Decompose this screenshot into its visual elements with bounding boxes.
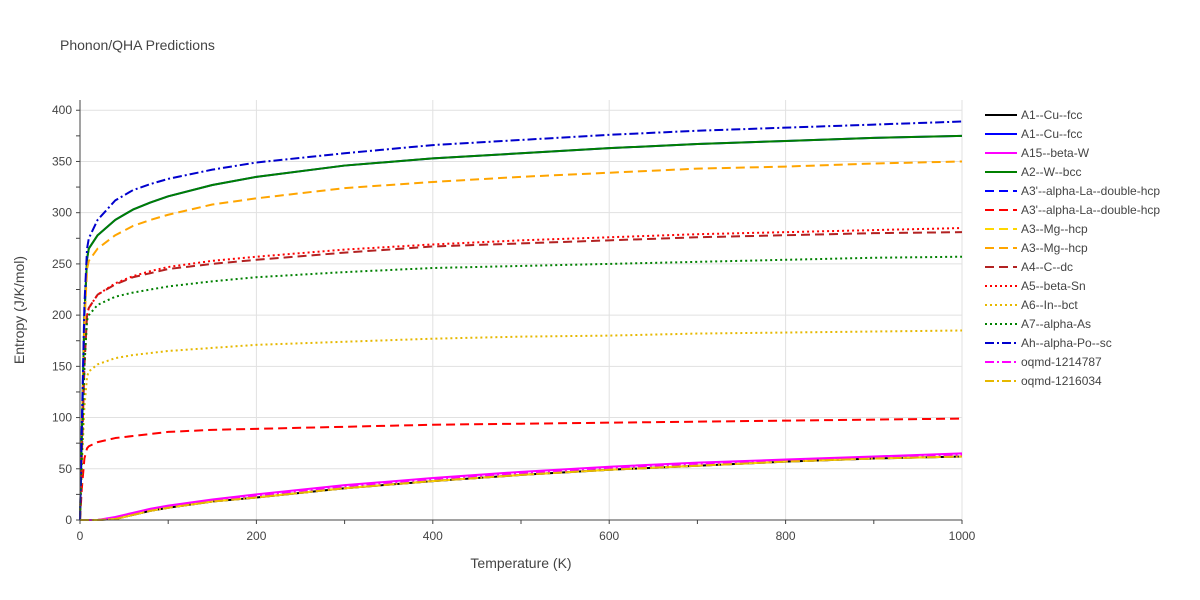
legend-item[interactable]: A1--Cu--fcc <box>985 108 1082 122</box>
chart-title: Phonon/QHA Predictions <box>60 37 215 53</box>
legend-item[interactable]: A15--beta-W <box>985 146 1090 160</box>
legend-item[interactable]: oqmd-1214787 <box>985 355 1102 369</box>
x-tick-label: 1000 <box>949 529 976 543</box>
legend-label: oqmd-1216034 <box>1021 374 1102 388</box>
x-tick-label: 600 <box>599 529 619 543</box>
series-line-7 <box>79 160 963 521</box>
y-tick-label: 400 <box>52 103 72 117</box>
legend-label: A1--Cu--fcc <box>1021 108 1082 122</box>
legend-item[interactable]: A3--Mg--hcp <box>985 222 1088 236</box>
legend-item[interactable]: A1--Cu--fcc <box>985 127 1082 141</box>
series-line-5 <box>79 417 963 521</box>
x-tick-label: 800 <box>776 529 796 543</box>
legend-item[interactable]: A5--beta-Sn <box>985 279 1086 293</box>
series-line-12 <box>79 120 963 521</box>
y-axis-title: Entropy (J/K/mol) <box>11 256 27 364</box>
y-tick-label: 50 <box>59 462 73 476</box>
legend-label: Ah--alpha-Po--sc <box>1021 336 1112 350</box>
legend-item[interactable]: Ah--alpha-Po--sc <box>985 336 1112 350</box>
series-line-11 <box>79 255 963 521</box>
legend-item[interactable]: A6--In--bct <box>985 298 1078 312</box>
y-tick-label: 100 <box>52 411 72 425</box>
grid <box>80 100 963 520</box>
legend-item[interactable]: A3'--alpha-La--double-hcp <box>985 184 1160 198</box>
y-tick-label: 0 <box>65 513 72 527</box>
x-axis-title: Temperature (K) <box>470 555 571 571</box>
y-tick-label: 200 <box>52 308 72 322</box>
y-tick-label: 300 <box>52 206 72 220</box>
legend-item[interactable]: A4--C--dc <box>985 260 1073 274</box>
legend: A1--Cu--fcc A1--Cu--fcc A15--beta-W A2--W--… <box>985 108 1160 388</box>
legend-label: A6--In--bct <box>1021 298 1078 312</box>
legend-item[interactable]: oqmd-1216034 <box>985 374 1102 388</box>
legend-label: A7--alpha-As <box>1021 317 1091 331</box>
series-line-14 <box>80 455 963 521</box>
x-tick-label: 400 <box>423 529 443 543</box>
series-lines <box>79 120 963 521</box>
series-line-9 <box>79 227 963 521</box>
series-line-2 <box>80 452 963 521</box>
legend-item[interactable]: A3--Mg--hcp <box>985 241 1088 255</box>
y-tick-label: 350 <box>52 154 72 168</box>
y-tick-label: 250 <box>52 257 72 271</box>
legend-label: A15--beta-W <box>1021 146 1090 160</box>
y-tick-label: 150 <box>52 359 72 373</box>
legend-label: A4--C--dc <box>1021 260 1073 274</box>
plot-area <box>80 100 962 520</box>
legend-item[interactable]: A3'--alpha-La--double-hcp <box>985 203 1160 217</box>
x-tick-label: 200 <box>246 529 266 543</box>
plot-background <box>80 100 962 520</box>
series-line-13 <box>80 453 963 521</box>
legend-label: A1--Cu--fcc <box>1021 127 1082 141</box>
legend-label: A3--Mg--hcp <box>1021 241 1088 255</box>
x-tick-label: 0 <box>77 529 84 543</box>
legend-label: A3'--alpha-La--double-hcp <box>1021 184 1160 198</box>
legend-item[interactable]: A2--W--bcc <box>985 165 1081 179</box>
legend-label: oqmd-1214787 <box>1021 355 1102 369</box>
y-tick-labels: 0 50 100 150 200 250 300 350 400 <box>52 103 72 527</box>
axes <box>76 100 963 524</box>
legend-label: A3'--alpha-La--double-hcp <box>1021 203 1160 217</box>
legend-item[interactable]: A7--alpha-As <box>985 317 1091 331</box>
series-line-8 <box>79 231 963 521</box>
legend-label: A5--beta-Sn <box>1021 279 1086 293</box>
legend-label: A3--Mg--hcp <box>1021 222 1088 236</box>
x-tick-labels: 0 200 400 600 800 1000 <box>77 529 976 543</box>
legend-label: A2--W--bcc <box>1021 165 1081 179</box>
